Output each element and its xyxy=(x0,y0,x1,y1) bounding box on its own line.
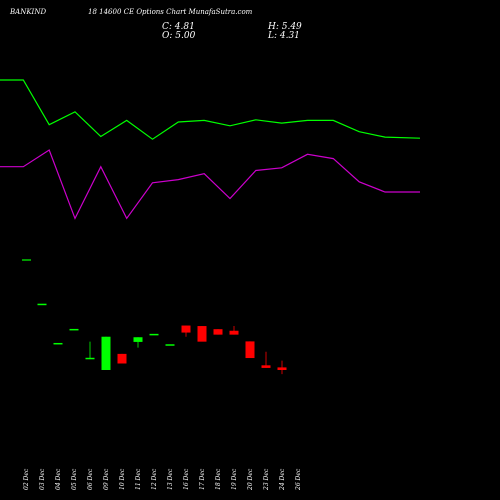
x-tick-label: 16 Dec xyxy=(183,468,190,490)
candle-body xyxy=(277,367,287,370)
x-tick-label: 02 Dec xyxy=(23,468,30,490)
candle-body xyxy=(53,342,63,345)
candle-body xyxy=(117,353,127,364)
x-tick-label: 17 Dec xyxy=(199,468,206,490)
x-tick-label: 23 Dec xyxy=(263,468,270,491)
x-tick-label: 18 Dec xyxy=(215,468,222,490)
low-value: L: 4.31 xyxy=(268,31,300,41)
x-tick-label: 12 Dec xyxy=(151,468,158,490)
candle-body xyxy=(181,325,191,333)
candle-body xyxy=(229,330,239,335)
ma-line-magenta xyxy=(0,149,420,220)
candle-body xyxy=(37,303,47,306)
x-tick-label: 04 Dec xyxy=(55,468,62,490)
close-value: C: 4.81 xyxy=(162,22,195,32)
ma-line-green xyxy=(0,79,421,140)
x-tick-label: 13 Dec xyxy=(167,468,174,490)
candle-body xyxy=(85,357,95,360)
candle-body xyxy=(245,341,255,359)
x-tick-label: 19 Dec xyxy=(231,468,238,490)
x-tick-label: 10 Dec xyxy=(119,468,126,490)
x-tick-label: 05 Dec xyxy=(71,468,78,490)
x-tick-label: 24 Dec xyxy=(279,468,286,491)
x-tick-label: 11 Dec xyxy=(135,468,142,490)
symbol-label: BANKIND xyxy=(10,8,47,16)
open-value: O: 5.00 xyxy=(162,31,196,41)
high-value: H: 5.49 xyxy=(268,22,302,32)
x-tick-label: 20 Dec xyxy=(247,468,254,491)
chart-title: 18 14600 CE Options Chart MunafaSutra.co… xyxy=(88,8,253,16)
x-tick-label: 03 Dec xyxy=(39,468,46,490)
candle-body xyxy=(101,336,111,370)
x-tick-label: 09 Dec xyxy=(103,468,110,490)
x-tick-label: 06 Dec xyxy=(87,468,94,490)
x-tick-label: 26 Dec xyxy=(295,468,302,491)
candle-body xyxy=(261,365,271,368)
candle-body xyxy=(197,326,207,342)
candle-body xyxy=(165,344,175,346)
candle-body xyxy=(69,328,79,331)
candle-body xyxy=(213,329,223,335)
candle-body xyxy=(133,337,143,342)
candle-body xyxy=(149,333,159,336)
